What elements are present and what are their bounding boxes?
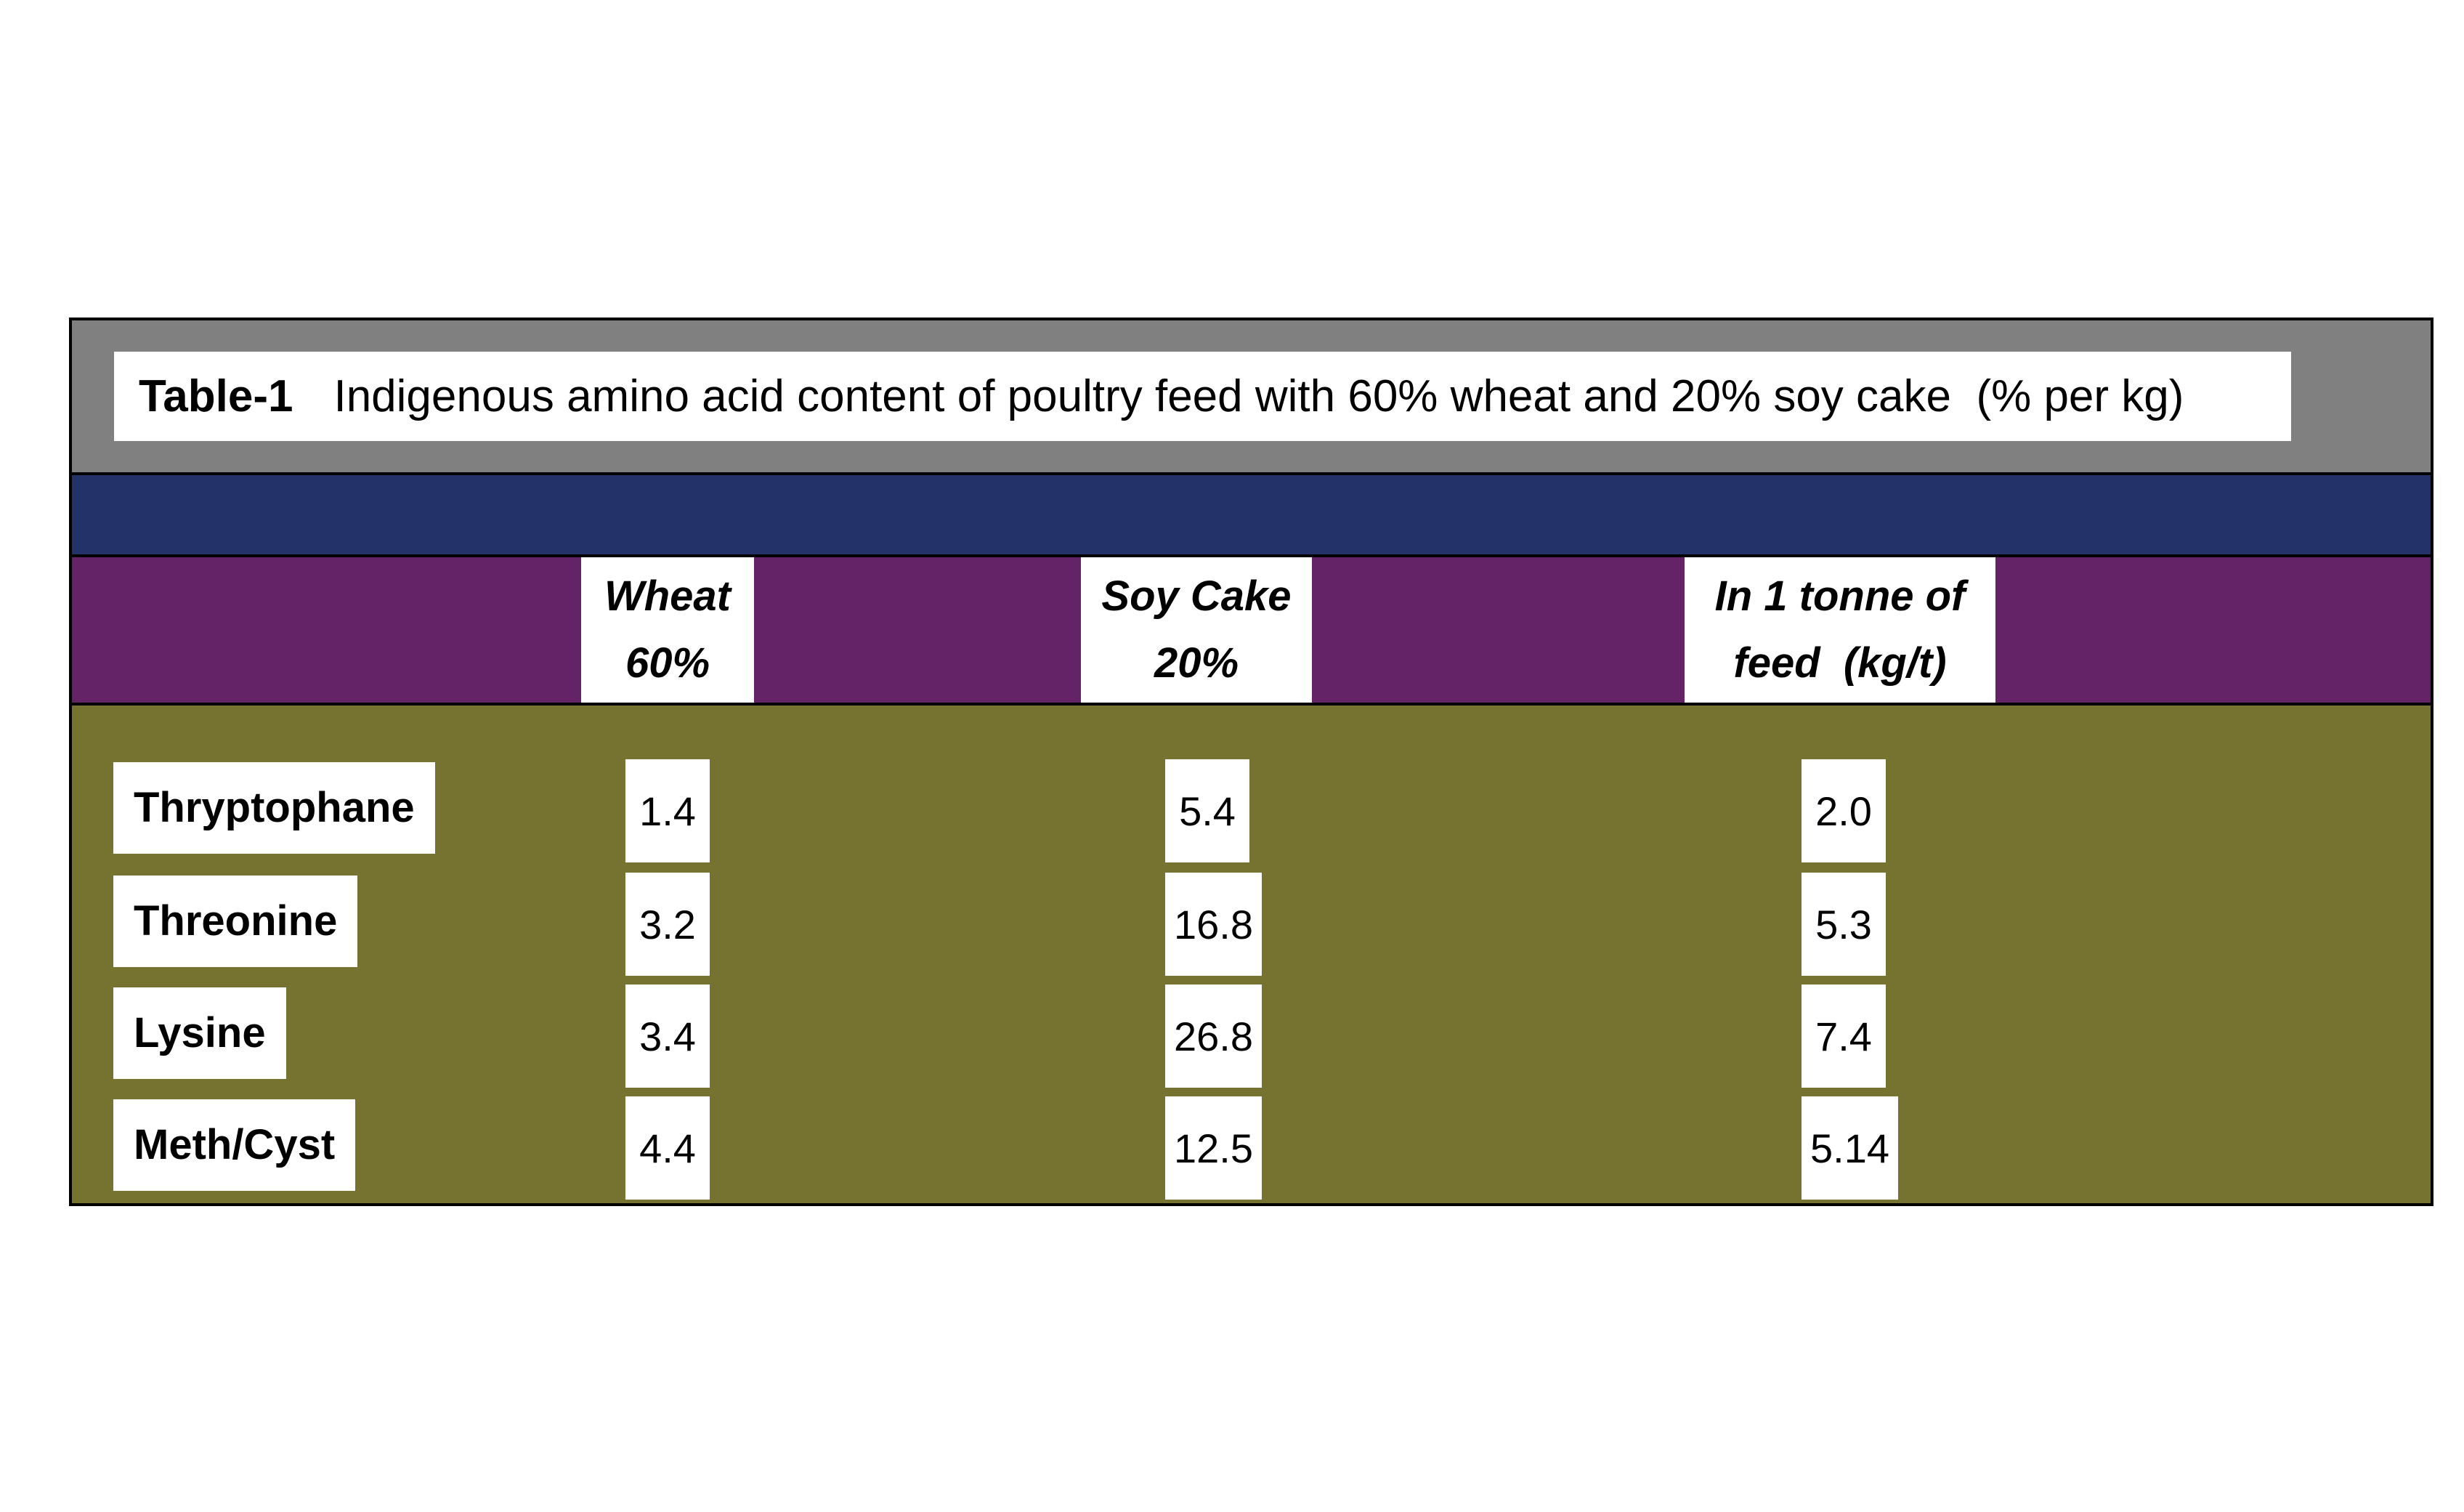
table-body-band: Thryptophane 1.4 5.4 2.0 Threonine 3.2 1…	[72, 706, 2431, 1203]
cell-wheat: 1.4	[625, 759, 710, 862]
row-label: Threonine	[113, 876, 358, 967]
amino-acid-table: Table-1 Indigenous amino acid content of…	[69, 318, 2433, 1206]
cell-wheat: 4.4	[625, 1096, 710, 1200]
cell-soy-cake: 26.8	[1165, 985, 1262, 1088]
column-header-per-tonne-line1: In 1 tonne of	[1714, 573, 1966, 620]
table-title: Table-1 Indigenous amino acid content of…	[114, 352, 2291, 441]
row-label: Meth/Cyst	[113, 1099, 356, 1191]
cell-wheat: 3.4	[625, 985, 710, 1088]
column-header-soy-cake: Soy Cake 20%	[1081, 557, 1312, 703]
column-header-soy-cake-line2: 20%	[1154, 639, 1239, 687]
column-header-wheat: Wheat 60%	[581, 557, 754, 703]
navy-spacer-band	[72, 475, 2431, 557]
cell-per-tonne: 7.4	[1802, 985, 1886, 1088]
cell-per-tonne: 2.0	[1802, 759, 1886, 862]
row-label: Lysine	[113, 987, 286, 1079]
row-label: Thryptophane	[113, 762, 435, 854]
column-header-per-tonne-line2: feed (kg/t)	[1733, 639, 1947, 687]
cell-wheat: 3.2	[625, 873, 710, 976]
cell-per-tonne: 5.14	[1802, 1096, 1898, 1200]
column-header-per-tonne: In 1 tonne of feed (kg/t)	[1685, 557, 1995, 703]
cell-per-tonne: 5.3	[1802, 873, 1886, 976]
column-header-wheat-line1: Wheat	[604, 573, 731, 620]
table-number: Table-1	[139, 371, 293, 421]
column-header-soy-cake-line1: Soy Cake	[1101, 573, 1292, 620]
cell-soy-cake: 5.4	[1165, 759, 1249, 862]
cell-soy-cake: 12.5	[1165, 1096, 1262, 1200]
table-caption: Indigenous amino acid content of poultry…	[333, 371, 2184, 421]
column-header-band: Wheat 60% Soy Cake 20% In 1 tonne of fee…	[72, 557, 2431, 706]
cell-soy-cake: 16.8	[1165, 873, 1262, 976]
column-header-wheat-line2: 60%	[625, 639, 710, 687]
table-title-band: Table-1 Indigenous amino acid content of…	[72, 320, 2431, 475]
